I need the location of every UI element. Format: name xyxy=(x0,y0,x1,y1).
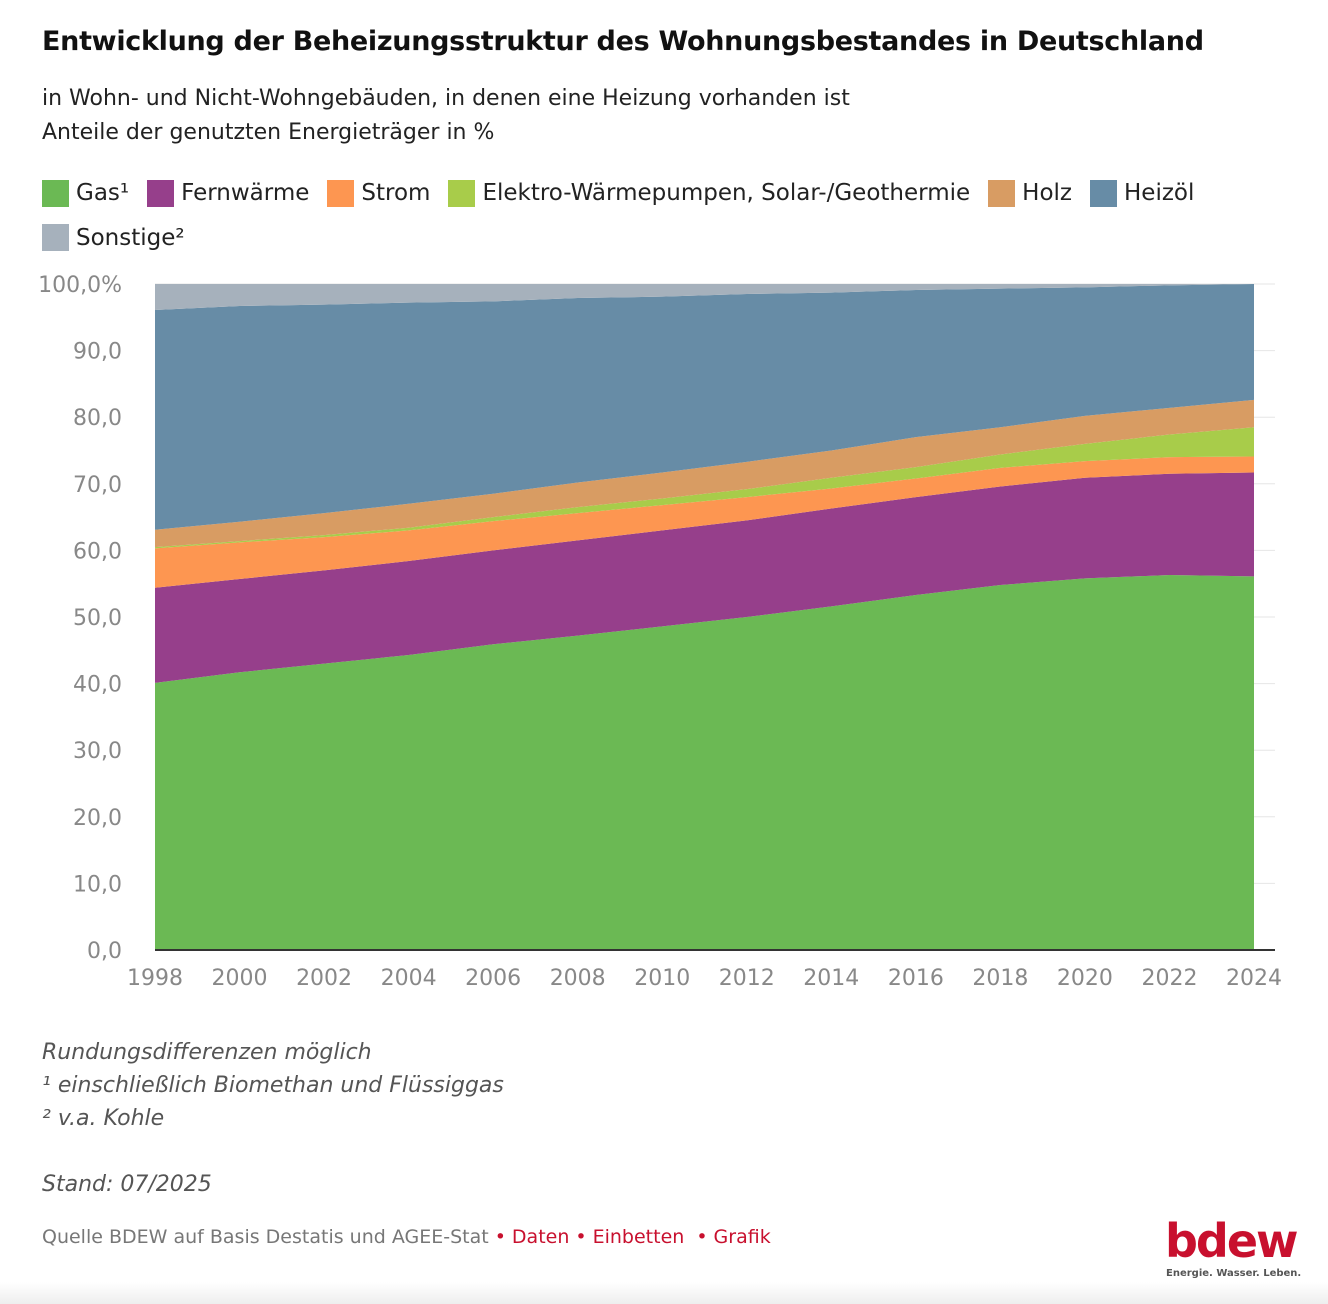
y-tick-label: 0,0 xyxy=(87,939,122,964)
legend-item[interactable]: Heizöl xyxy=(1090,174,1194,212)
area-fernwärme xyxy=(155,472,1254,683)
legend-swatch xyxy=(42,224,69,251)
x-tick-label: 2024 xyxy=(1226,966,1282,991)
chart-subtitle: in Wohn- und Nicht-Wohngebäuden, in dene… xyxy=(42,86,850,111)
legend-swatch xyxy=(1090,179,1117,207)
legend: Gas¹ Fernwärme Strom Elektro-Wärmepumpen, S… xyxy=(42,174,1302,263)
legend-item[interactable]: Strom xyxy=(327,174,430,212)
logo-tagline: Energie. Wasser. Leben. xyxy=(1166,1268,1302,1279)
y-tick-label: 80,0 xyxy=(73,406,122,431)
x-tick-label: 2004 xyxy=(381,966,437,991)
embed-link[interactable]: Einbetten xyxy=(592,1226,685,1248)
area-sonstige xyxy=(155,284,1254,310)
y-tick-label: 40,0 xyxy=(73,673,122,698)
bdew-logo: bdew xyxy=(1165,1214,1299,1268)
footer-band xyxy=(0,1282,1328,1304)
legend-label: Sonstige² xyxy=(76,224,185,251)
note-rounding: Rundungsdifferenzen möglich xyxy=(42,1040,372,1065)
x-tick-label: 2000 xyxy=(212,966,268,991)
area-strom xyxy=(155,456,1254,588)
y-tick-label: 30,0 xyxy=(73,739,122,764)
graphic-link[interactable]: Grafik xyxy=(713,1226,771,1248)
x-tick-label: 2022 xyxy=(1141,966,1197,991)
legend-item[interactable]: Fernwärme xyxy=(147,174,309,212)
x-tick-label: 2006 xyxy=(465,966,521,991)
y-tick-label: 20,0 xyxy=(73,806,122,831)
x-tick-label: 2016 xyxy=(888,966,944,991)
x-tick-label: 2012 xyxy=(719,966,775,991)
legend-label: Strom xyxy=(361,180,431,206)
y-tick-label: 90,0 xyxy=(73,340,122,365)
legend-label: Holz xyxy=(1022,180,1072,206)
area-heizöl xyxy=(155,284,1254,530)
legend-label: Heizöl xyxy=(1124,180,1195,206)
legend-swatch xyxy=(42,179,69,207)
area-elektro-wärmepumpen-solar-geothermie xyxy=(155,427,1254,549)
source-line: Quelle BDEW auf Basis Destatis und AGEE-… xyxy=(42,1226,771,1248)
y-tick-label: 60,0 xyxy=(73,539,122,564)
x-tick-label: 1998 xyxy=(127,966,183,991)
note-footnote-2: ² v.a. Kohle xyxy=(42,1106,165,1131)
x-tick-label: 2020 xyxy=(1057,966,1113,991)
chart-title: Entwicklung der Beheizungsstruktur des W… xyxy=(42,26,1204,57)
x-tick-label: 2008 xyxy=(550,966,606,991)
legend-swatch xyxy=(988,179,1016,207)
note-footnote-1: ¹ einschließlich Biomethan und Flüssigga… xyxy=(42,1073,504,1098)
legend-swatch xyxy=(147,179,175,207)
y-tick-label: 70,0 xyxy=(73,473,122,498)
stacked-area-chart: 0,0 10,0 20,0 30,0 40,0 50,0 60,0 70,0 80,0 90,0 1… xyxy=(38,273,1282,991)
legend-swatch xyxy=(327,179,355,207)
y-tick-label: 50,0 xyxy=(73,606,122,631)
legend-item[interactable]: Sonstige² xyxy=(42,219,185,257)
source-text: Quelle BDEW auf Basis Destatis und AGEE-… xyxy=(42,1226,489,1248)
legend-swatch xyxy=(448,179,476,207)
x-tick-label: 2002 xyxy=(296,966,352,991)
legend-label: Elektro-Wärmepumpen, Solar-/Geothermie xyxy=(482,180,971,206)
x-tick-label: 2010 xyxy=(634,966,690,991)
legend-label: Gas¹ xyxy=(76,180,130,206)
legend-item[interactable]: Holz xyxy=(988,174,1072,212)
y-tick-label: 10,0 xyxy=(73,872,122,897)
legend-item[interactable]: Gas¹ xyxy=(42,174,129,212)
data-link[interactable]: Daten xyxy=(511,1226,570,1248)
area-holz xyxy=(155,399,1254,548)
y-tick-label: 100,0% xyxy=(38,273,122,298)
legend-label: Fernwärme xyxy=(181,180,310,206)
legend-item[interactable]: Elektro-Wärmepumpen, Solar-/Geothermie xyxy=(448,174,970,212)
x-tick-label: 2014 xyxy=(803,966,859,991)
x-tick-label: 2018 xyxy=(972,966,1028,991)
area-gas xyxy=(155,575,1254,950)
chart-unit-subtitle: Anteile der genutzten Energieträger in % xyxy=(42,120,495,145)
status-date: Stand: 07/2025 xyxy=(42,1172,212,1197)
